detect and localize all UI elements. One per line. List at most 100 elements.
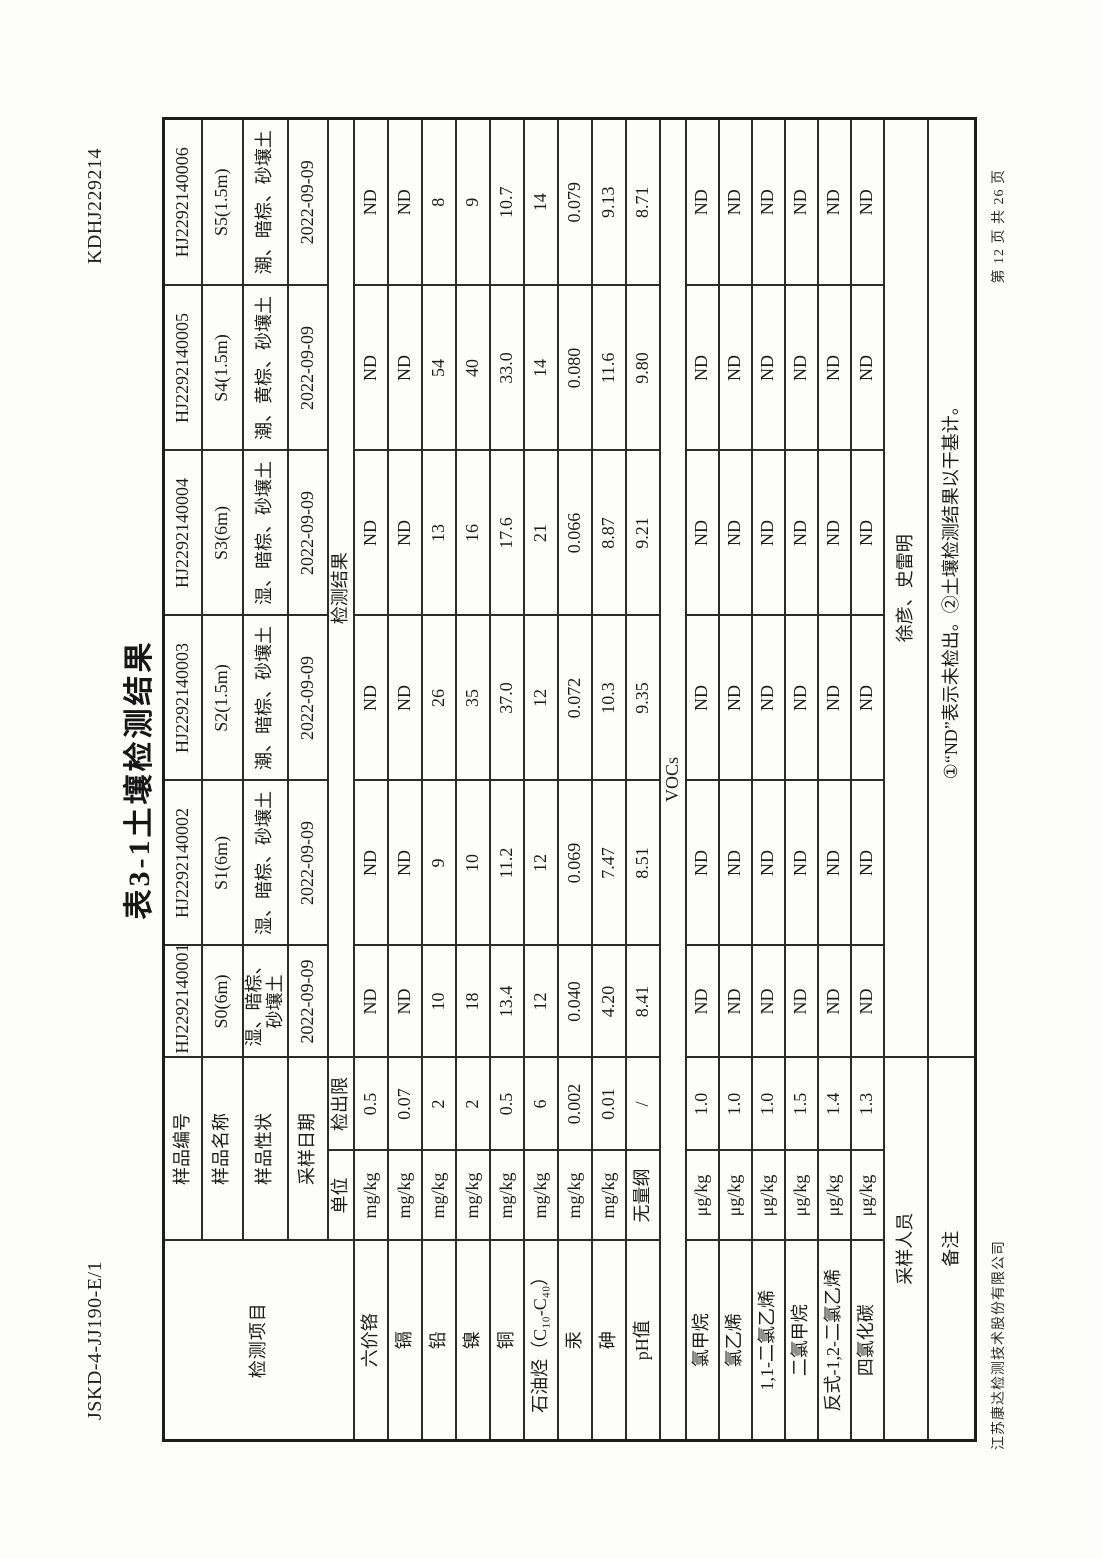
value-cell: ND — [817, 945, 851, 1058]
value-cell: ND — [387, 450, 422, 616]
unit-cell: mg/kg — [523, 1150, 558, 1241]
limit-cell: / — [625, 1057, 660, 1151]
analyte-row: 砷 mg/kg 0.01 4.20 7.47 10.3 8.87 11.6 9.13 — [591, 118, 626, 1441]
value-cell: 12 — [523, 780, 558, 946]
sample-name: S0(6m) — [201, 945, 243, 1058]
results-table: 检测项目 样品编号 HJ2292140001 HJ2292140002 HJ22… — [162, 117, 978, 1442]
analyte-name-cell: 镉 — [387, 1240, 422, 1441]
value-cell: ND — [817, 615, 851, 781]
analyte-name-cell: pH值 — [625, 1240, 660, 1441]
unit-cell: μg/kg — [817, 1150, 851, 1241]
analyte-name-cell: 氯乙烯 — [718, 1240, 752, 1441]
value-cell: 12 — [523, 615, 558, 781]
value-cell: ND — [751, 118, 785, 286]
analyte-row: 六价铬 mg/kg 0.5 ND ND ND ND ND ND — [353, 118, 388, 1441]
footer-company: 江苏康达检测技术股份有限公司 — [992, 1240, 1007, 1450]
analyte-rows: 六价铬 mg/kg 0.5 ND ND ND ND ND ND 镉 mg/kg 0.07 ND ND ND N… — [353, 118, 660, 1441]
value-cell: 9.80 — [625, 285, 660, 451]
value-cell: ND — [685, 285, 719, 451]
voc-rows: 氯甲烷 μg/kg 1.0 ND ND ND ND ND ND 氯乙烯 μg/kg 1.0 ND ND ND… — [685, 118, 884, 1441]
value-cell: 9.21 — [625, 450, 660, 616]
vocs-section-row: VOCs — [659, 118, 686, 1441]
value-cell: ND — [784, 118, 818, 286]
unit-cell: μg/kg — [751, 1150, 785, 1241]
value-cell: ND — [387, 285, 422, 451]
analyte-name-cell: 石油烃（C₁₀-C₄₀） — [523, 1240, 558, 1441]
unit-cell: μg/kg — [718, 1150, 752, 1241]
value-cell: ND — [784, 450, 818, 616]
sample-date: 2022-09-09 — [287, 450, 328, 616]
analyte-row: 镉 mg/kg 0.07 ND ND ND ND ND ND — [387, 118, 422, 1441]
sample-desc: 湿、暗棕、砂壤土 — [242, 450, 288, 616]
value-cell: 0.066 — [557, 450, 592, 616]
limit-cell: 0.01 — [591, 1057, 626, 1151]
analyte-name-cell: 砷 — [591, 1240, 626, 1441]
value-cell: 8.41 — [625, 945, 660, 1058]
doc-code: JSKD-4-JJ190-E/1 — [84, 1260, 106, 1420]
value-cell: ND — [718, 450, 752, 616]
value-cell: ND — [817, 118, 851, 286]
value-cell: 12 — [523, 945, 558, 1058]
sample-name: S2(1.5m) — [201, 615, 243, 781]
value-cell: 13 — [421, 450, 456, 616]
unit-cell: mg/kg — [353, 1150, 388, 1241]
sample-id: HJ2292140002 — [163, 780, 202, 946]
value-cell: ND — [850, 945, 884, 1058]
value-cell: ND — [817, 780, 851, 946]
value-cell: ND — [817, 450, 851, 616]
value-cell: ND — [751, 615, 785, 781]
value-cell: 0.040 — [557, 945, 592, 1058]
voc-row: 二氯甲烷 μg/kg 1.5 ND ND ND ND ND ND — [784, 118, 818, 1441]
value-cell: 4.20 — [591, 945, 626, 1058]
value-cell: 18 — [455, 945, 490, 1058]
sample-desc-label: 样品性状 — [242, 1057, 288, 1241]
sample-desc: 湿、暗棕、砂壤土 — [242, 780, 288, 946]
report-number: KDHJ229214 — [84, 148, 106, 265]
value-cell: ND — [718, 285, 752, 451]
limit-cell: 1.0 — [685, 1057, 719, 1151]
value-cell: ND — [353, 118, 388, 286]
value-cell: 21 — [523, 450, 558, 616]
limit-cell: 0.5 — [353, 1057, 388, 1151]
sample-date: 2022-09-09 — [287, 285, 328, 451]
value-cell: 7.47 — [591, 780, 626, 946]
voc-row: 氯乙烯 μg/kg 1.0 ND ND ND ND ND ND — [718, 118, 752, 1441]
value-cell: 54 — [421, 285, 456, 451]
value-cell: 40 — [455, 285, 490, 451]
value-cell: 33.0 — [489, 285, 524, 451]
limit-cell: 0.07 — [387, 1057, 422, 1151]
value-cell: 9 — [421, 780, 456, 946]
analyte-row: 汞 mg/kg 0.002 0.040 0.069 0.072 0.066 0.080 0.07… — [557, 118, 592, 1441]
unit-cell: mg/kg — [455, 1150, 490, 1241]
value-cell: ND — [751, 945, 785, 1058]
unit-cell: mg/kg — [489, 1150, 524, 1241]
value-cell: ND — [751, 285, 785, 451]
limit-cell: 0.5 — [489, 1057, 524, 1151]
value-cell: 9 — [455, 118, 490, 286]
value-cell: 10.3 — [591, 615, 626, 781]
value-cell: ND — [850, 450, 884, 616]
value-cell: ND — [718, 945, 752, 1058]
value-cell: 10 — [455, 780, 490, 946]
sampler-value: 徐彦、史雷明 — [883, 118, 928, 1058]
page-footer: 江苏康达检测技术股份有限公司 第 12 页 共 26 页 — [988, 169, 1008, 1450]
limit-cell: 1.4 — [817, 1057, 851, 1151]
limit-cell: 1.0 — [718, 1057, 752, 1151]
analyte-name-cell: 铜 — [489, 1240, 524, 1441]
value-cell: 13.4 — [489, 945, 524, 1058]
value-cell: 11.6 — [591, 285, 626, 451]
limit-cell: 6 — [523, 1057, 558, 1151]
sample-desc: 潮、暗棕、砂壤土 — [242, 615, 288, 781]
sample-name: S1(6m) — [201, 780, 243, 946]
sample-date: 2022-09-09 — [287, 615, 328, 781]
value-cell: 0.079 — [557, 118, 592, 286]
value-cell: 9.13 — [591, 118, 626, 286]
value-cell: ND — [685, 780, 719, 946]
unit-cell: mg/kg — [387, 1150, 422, 1241]
sample-desc: 潮、暗棕、砂壤土 — [242, 118, 288, 286]
sample-id: HJ2292140006 — [163, 118, 202, 286]
sample-name: S3(6m) — [201, 450, 243, 616]
value-cell: 16 — [455, 450, 490, 616]
sample-id: HJ2292140004 — [163, 450, 202, 616]
value-cell: ND — [850, 118, 884, 286]
